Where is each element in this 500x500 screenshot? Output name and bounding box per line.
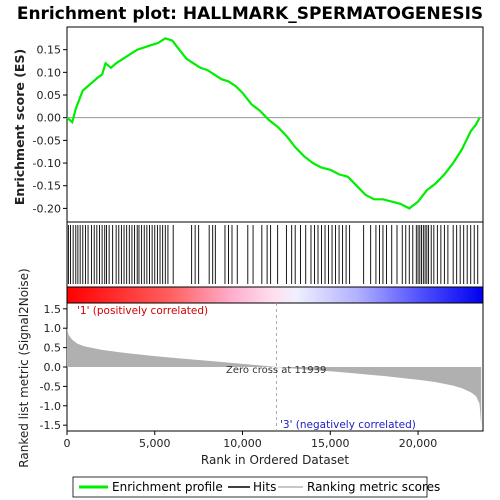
x-axis-label: Rank in Ordered Dataset (201, 453, 349, 467)
metric-panel: 1.5 1.0 0.5 0.0 -0.5 -1.0 -1.5 0 5,000 10,000 15,… (17, 268, 484, 468)
metric-y-axis: 1.5 1.0 0.5 0.0 -0.5 -1.0 -1.5 (40, 303, 67, 432)
enrichment-profile-line (66, 37, 481, 210)
metric-y-tick-label: -1.5 (40, 419, 61, 432)
legend-label-profile: Enrichment profile (112, 480, 223, 494)
legend-label-metric: Ranking metric scores (307, 480, 440, 494)
x-tick-label: 20,000 (399, 437, 438, 450)
negative-correlation-note: '3' (negatively correlated) (280, 419, 416, 431)
rank-color-bar (66, 286, 484, 304)
es-y-axis: 0.15 0.10 0.05 0.00 -0.05 -0.10 -0.15 -0.20 (33, 44, 67, 215)
es-y-tick-label: 0.10 (37, 66, 62, 79)
es-y-tick-label: 0.05 (37, 89, 62, 102)
metric-y-tick-label: 1.5 (44, 303, 62, 316)
es-y-tick-label: -0.05 (33, 134, 61, 147)
es-panel: 0.15 0.10 0.05 0.00 -0.05 -0.10 -0.15 -0.20 Enr… (12, 26, 484, 223)
es-y-tick-label: 0.00 (37, 112, 62, 125)
x-tick-label: 5,000 (139, 437, 171, 450)
metric-y-tick-label: 0.5 (44, 342, 62, 355)
metric-y-tick-label: -0.5 (40, 380, 61, 393)
es-y-tick-label: -0.20 (33, 202, 61, 215)
ranking-metric-area (67, 328, 482, 426)
x-tick-label: 10,000 (223, 437, 262, 450)
x-tick-label: 15,000 (311, 437, 350, 450)
metric-y-tick-label: 1.0 (44, 322, 62, 335)
color-gradient (66, 286, 484, 304)
metric-y-tick-label: 0.0 (44, 361, 62, 374)
x-axis: 0 5,000 10,000 15,000 20,000 (64, 431, 438, 450)
legend: Enrichment profile Hits Ranking metric s… (72, 476, 440, 498)
chart-title: Enrichment plot: HALLMARK_SPERMATOGENESI… (17, 4, 483, 24)
hits-frame (66, 221, 484, 288)
metric-y-axis-label: Ranked list metric (Signal2Noise) (17, 268, 31, 467)
x-tick-label: 0 (64, 437, 71, 450)
es-y-tick-label: -0.15 (33, 180, 61, 193)
positive-correlation-note: '1' (positively correlated) (77, 305, 208, 317)
metric-y-tick-label: -1.0 (40, 400, 61, 413)
hit-marks (67, 225, 479, 284)
es-y-tick-label: 0.15 (37, 44, 62, 57)
hits-panel (66, 221, 484, 288)
legend-label-hits: Hits (253, 480, 276, 494)
zero-cross-note: Zero cross at 11939 (226, 365, 326, 376)
es-y-tick-label: -0.10 (33, 157, 61, 170)
es-y-axis-label: Enrichment score (ES) (12, 49, 27, 205)
